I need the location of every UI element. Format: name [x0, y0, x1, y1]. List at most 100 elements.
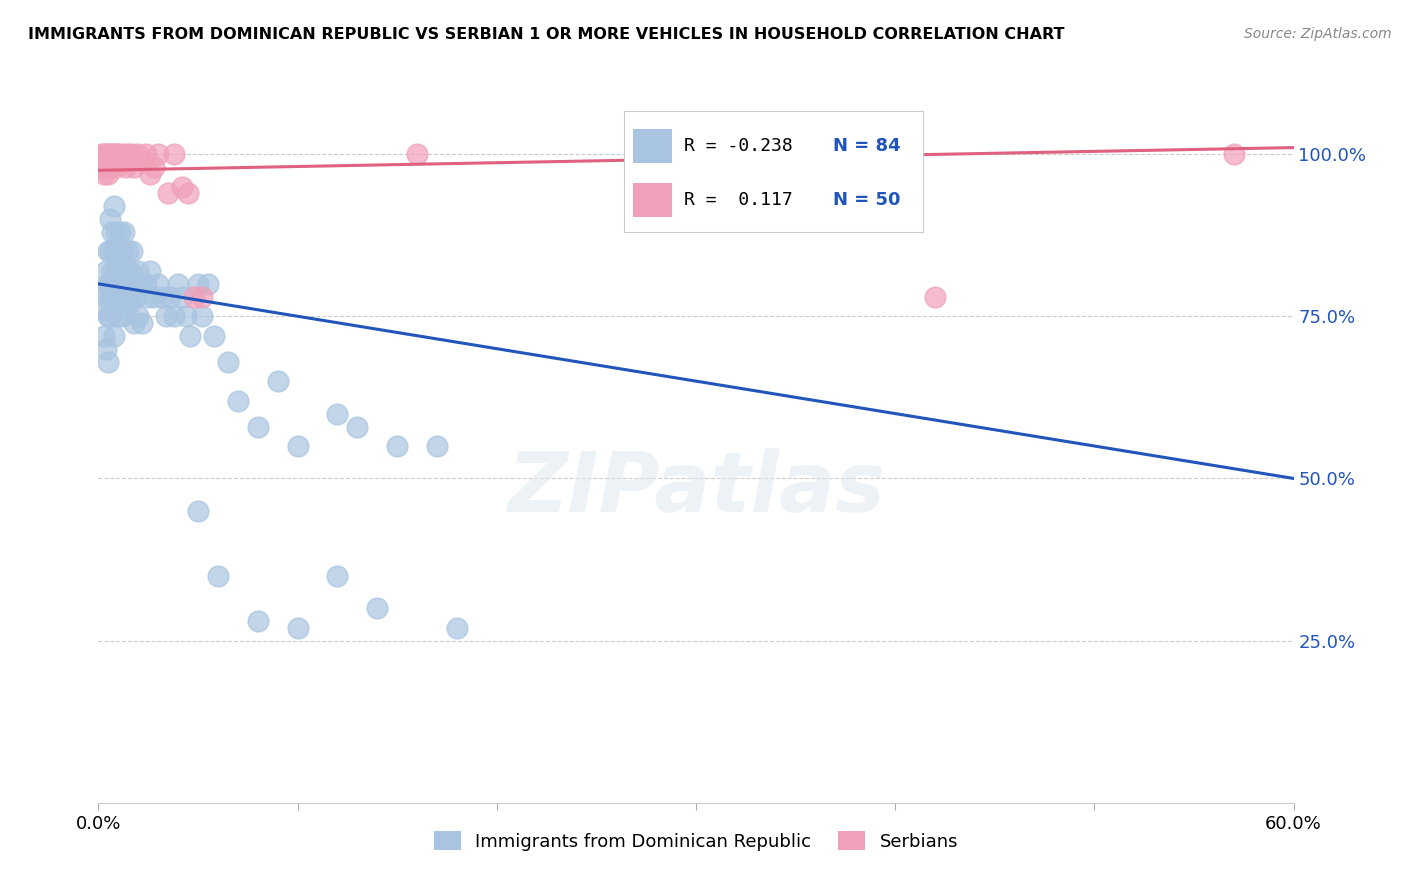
Point: [124, 277, 146, 291]
Point: [105, 225, 128, 239]
Point: [226, 393, 249, 408]
Point: [267, 374, 290, 388]
Point: [107, 153, 129, 168]
Point: [191, 310, 214, 324]
Point: [105, 160, 128, 174]
Point: [111, 153, 134, 168]
Point: [139, 264, 162, 278]
Text: IMMIGRANTS FROM DOMINICAN REPUBLIC VS SERBIAN 1 OR MORE VEHICLES IN HOUSEHOLD CO: IMMIGRANTS FROM DOMINICAN REPUBLIC VS SE…: [28, 27, 1064, 42]
Point: [115, 264, 138, 278]
Point: [103, 147, 125, 161]
Point: [112, 290, 135, 304]
Point: [101, 147, 124, 161]
Point: [174, 310, 197, 324]
Point: [202, 328, 225, 343]
Point: [103, 153, 125, 168]
Point: [172, 290, 194, 304]
Point: [135, 277, 157, 291]
Point: [97, 310, 120, 324]
Point: [107, 277, 129, 291]
Point: [157, 186, 180, 200]
Point: [97, 244, 120, 259]
Point: [217, 354, 239, 368]
Point: [101, 290, 124, 304]
Point: [98, 244, 122, 259]
Point: [98, 153, 122, 168]
Point: [97, 153, 120, 168]
Point: [143, 160, 166, 174]
Point: [112, 257, 135, 271]
Point: [167, 277, 190, 291]
Point: [246, 614, 269, 628]
Point: [101, 153, 124, 168]
Point: [135, 147, 157, 161]
Point: [155, 310, 177, 324]
Point: [197, 277, 219, 291]
Point: [97, 277, 120, 291]
Point: [179, 328, 201, 343]
Point: [96, 147, 118, 161]
Point: [148, 277, 170, 291]
Point: [110, 296, 132, 310]
Point: [101, 264, 124, 278]
Point: [172, 179, 194, 194]
Point: [124, 316, 146, 330]
Point: [112, 225, 135, 239]
Point: [96, 153, 118, 168]
Point: [136, 290, 159, 304]
Point: [103, 328, 125, 343]
Point: [96, 160, 118, 174]
Point: [120, 153, 142, 168]
Point: [98, 277, 122, 291]
Point: [148, 147, 170, 161]
Point: [96, 342, 118, 356]
Point: [110, 264, 132, 278]
Point: [110, 147, 132, 161]
Point: [159, 290, 181, 304]
Point: [93, 167, 115, 181]
Point: [406, 147, 429, 161]
Point: [91, 147, 114, 161]
Point: [110, 225, 132, 239]
Point: [96, 264, 118, 278]
Point: [117, 277, 139, 291]
Text: Source: ZipAtlas.com: Source: ZipAtlas.com: [1244, 27, 1392, 41]
Point: [93, 147, 115, 161]
Point: [101, 225, 124, 239]
Point: [105, 264, 128, 278]
Point: [111, 310, 134, 324]
Point: [93, 328, 115, 343]
Point: [115, 296, 138, 310]
Point: [112, 147, 135, 161]
Point: [107, 310, 129, 324]
Point: [287, 439, 309, 453]
Point: [127, 264, 149, 278]
Point: [115, 160, 138, 174]
Point: [366, 601, 388, 615]
Point: [98, 147, 122, 161]
Point: [103, 290, 125, 304]
Point: [91, 160, 114, 174]
Point: [246, 419, 269, 434]
Point: [98, 211, 122, 226]
Point: [111, 244, 134, 259]
Legend: Immigrants from Dominican Republic, Serbians: Immigrants from Dominican Republic, Serb…: [426, 824, 966, 858]
Text: ZIPatlas: ZIPatlas: [508, 449, 884, 529]
Point: [98, 160, 122, 174]
Point: [124, 160, 146, 174]
Point: [121, 244, 143, 259]
Point: [385, 439, 409, 453]
Point: [120, 264, 142, 278]
Point: [105, 147, 128, 161]
Point: [187, 277, 209, 291]
Point: [183, 290, 205, 304]
Point: [127, 310, 149, 324]
Point: [103, 199, 125, 213]
Point: [326, 568, 349, 582]
Point: [93, 302, 115, 317]
Point: [150, 290, 173, 304]
Point: [93, 160, 115, 174]
Point: [105, 290, 128, 304]
Point: [97, 147, 120, 161]
Point: [111, 277, 134, 291]
